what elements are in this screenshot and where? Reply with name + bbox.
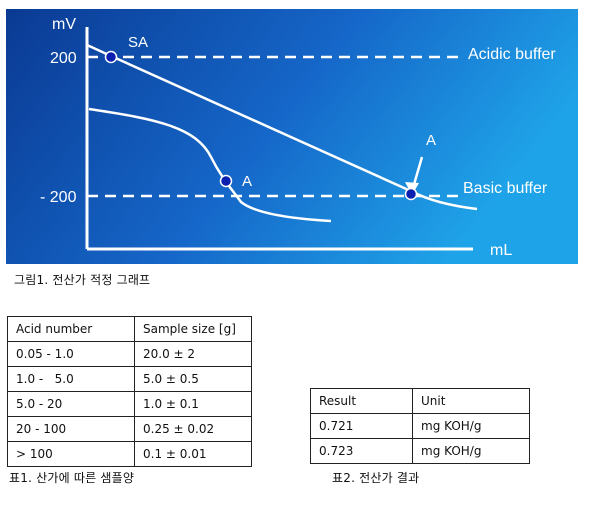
header-sample-size: Sample size [g]	[134, 316, 252, 342]
a-point-2	[404, 187, 418, 201]
titration-graph: mV 200 - 200 Acidic buffer Basic buffer …	[6, 9, 578, 264]
acidic-buffer-label: Acidic buffer	[468, 46, 556, 63]
a-point-1	[219, 174, 233, 188]
acid-number-cell: 5.0 - 20	[7, 391, 135, 417]
acid-number-cell: > 100	[7, 441, 135, 467]
table-row: 0.723 mg KOH/g	[310, 438, 530, 464]
sample-size-cell: 5.0 ± 0.5	[134, 366, 252, 392]
result-cell: 0.723	[310, 438, 413, 464]
table-row: 0.721 mg KOH/g	[310, 413, 530, 439]
x-axis-unit: mL	[490, 242, 512, 259]
a-label-2: A	[426, 132, 436, 149]
header-unit: Unit	[412, 388, 530, 414]
unit-cell: mg KOH/g	[412, 438, 530, 464]
tick-200: 200	[50, 50, 77, 67]
header-result: Result	[310, 388, 413, 414]
result-cell: 0.721	[310, 413, 413, 439]
table2-caption: 표2. 전산가 결과	[332, 471, 420, 485]
a-label-1: A	[242, 173, 252, 190]
table-row: > 100 0.1 ± 0.01	[7, 441, 252, 467]
acid-number-table: Acid number Sample size [g] 0.05 - 1.0 2…	[7, 316, 252, 467]
table-header-row: Result Unit	[310, 388, 530, 414]
sa-point	[104, 50, 118, 64]
basic-buffer-label: Basic buffer	[463, 180, 548, 197]
sample-size-cell: 1.0 ± 0.1	[134, 391, 252, 417]
acid-number-cell: 1.0 - 5.0	[7, 366, 135, 392]
tick-minus-200: - 200	[40, 189, 77, 206]
acid-number-cell: 0.05 - 1.0	[7, 341, 135, 367]
y-axis-unit: mV	[52, 16, 76, 33]
sample-size-cell: 20.0 ± 2	[134, 341, 252, 367]
table-row: 5.0 - 20 1.0 ± 0.1	[7, 391, 252, 417]
table-row: 0.05 - 1.0 20.0 ± 2	[7, 341, 252, 367]
unit-cell: mg KOH/g	[412, 413, 530, 439]
table-row: 1.0 - 5.0 5.0 ± 0.5	[7, 366, 252, 392]
header-acid-number: Acid number	[7, 316, 135, 342]
sample-size-cell: 0.1 ± 0.01	[134, 441, 252, 467]
weak-acid-curve	[88, 107, 332, 223]
table-row: 20 - 100 0.25 ± 0.02	[7, 416, 252, 442]
result-table: Result Unit 0.721 mg KOH/g 0.723 mg KOH/…	[310, 388, 530, 464]
figure-caption: 그림1. 전산가 적정 그래프	[14, 273, 151, 287]
sa-label: SA	[128, 34, 148, 51]
table-header-row: Acid number Sample size [g]	[7, 316, 252, 342]
table1-caption: 표1. 산가에 따른 샘플양	[9, 471, 135, 485]
titration-graph-svg: mV 200 - 200 Acidic buffer Basic buffer …	[6, 9, 578, 264]
sample-size-cell: 0.25 ± 0.02	[134, 416, 252, 442]
acid-number-cell: 20 - 100	[7, 416, 135, 442]
